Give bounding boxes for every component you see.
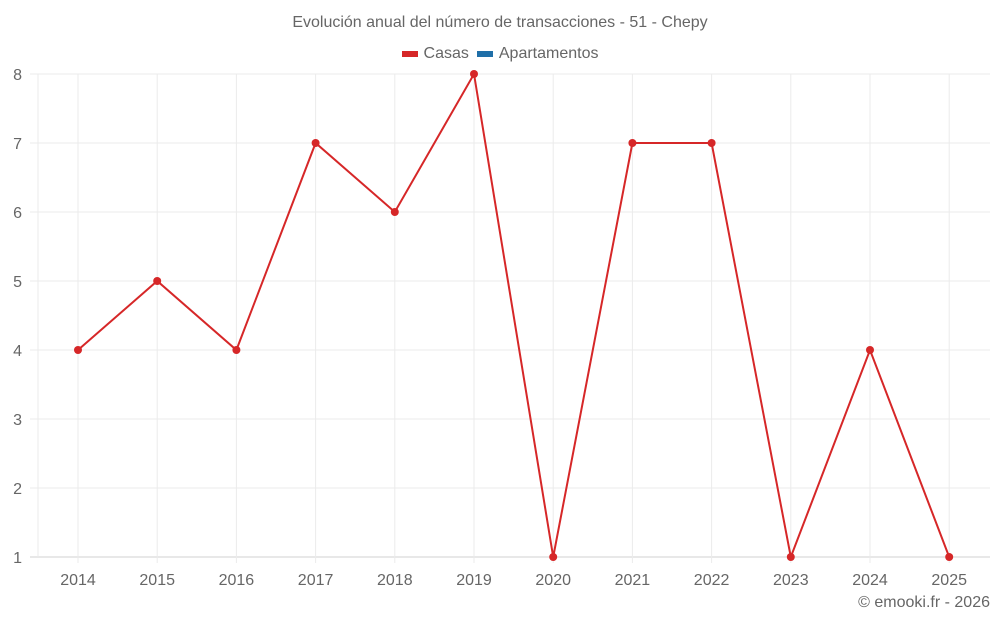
x-tick-label: 2025 [931, 572, 967, 589]
y-tick-label: 6 [13, 205, 22, 222]
data-point[interactable] [707, 139, 716, 147]
x-tick-label: 2016 [219, 572, 255, 589]
y-tick-label: 3 [13, 412, 22, 429]
y-tick-label: 8 [13, 67, 22, 84]
x-tick-label: 2023 [773, 572, 809, 589]
x-tick-label: 2019 [456, 572, 492, 589]
grid-lines [30, 73, 990, 563]
data-point[interactable] [628, 139, 637, 147]
data-point[interactable] [232, 346, 241, 354]
data-point[interactable] [866, 346, 874, 354]
x-tick-label: 2015 [139, 572, 175, 589]
legend-swatch-casas [401, 51, 418, 57]
y-tick-label: 2 [13, 481, 22, 498]
x-tick-label: 2017 [298, 572, 334, 589]
data-point[interactable] [74, 346, 82, 354]
x-tick-label: 2014 [60, 572, 96, 589]
copyright-credit: © emooki.fr - 2026 [858, 594, 990, 611]
legend-label-casas: Casas [423, 45, 469, 62]
data-point[interactable] [945, 553, 954, 561]
data-point[interactable] [390, 208, 399, 216]
y-tick-label: 4 [13, 343, 22, 360]
chart-title: Evolución anual del número de transaccio… [292, 14, 708, 31]
y-tick-label: 7 [13, 136, 22, 153]
y-tick-label: 5 [13, 274, 22, 291]
data-point[interactable] [470, 70, 478, 78]
data-point[interactable] [311, 139, 320, 147]
legend-swatch-apartamentos [476, 51, 493, 57]
x-axis: 2014 2015 2016 2017 2018 2019 2020 2021 2022 2023… [60, 572, 967, 589]
legend-label-apartamentos: Apartamentos [498, 45, 599, 62]
x-tick-label: 2021 [615, 572, 651, 589]
x-tick-label: 2020 [535, 572, 571, 589]
chart-legend: Casas Apartamentos [0, 45, 1000, 63]
x-tick-label: 2018 [377, 572, 413, 589]
data-point[interactable] [786, 553, 795, 561]
legend-item-apartamentos[interactable]: Apartamentos [476, 45, 599, 63]
y-tick-label: 1 [13, 550, 22, 567]
data-point[interactable] [153, 277, 162, 285]
y-axis: 1 2 3 4 5 6 7 8 [13, 67, 22, 567]
x-tick-label: 2024 [852, 572, 888, 589]
legend-item-casas[interactable]: Casas [401, 45, 469, 63]
x-tick-label: 2022 [694, 572, 730, 589]
series-casas [74, 70, 954, 561]
data-point[interactable] [549, 553, 558, 561]
